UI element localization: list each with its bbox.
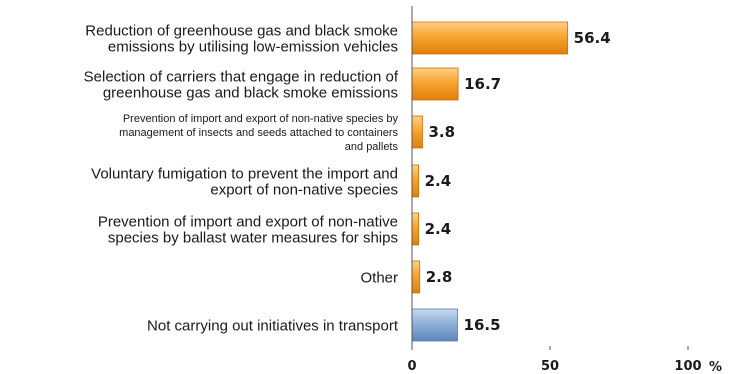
category-label-line: Not carrying out initiatives in transpor… [147,317,399,334]
category-label-3: Prevention of import and export of non-n… [119,113,398,153]
category-labels-group: Reduction of greenhouse gas and black sm… [84,22,399,334]
category-label-5: Prevention of import and export of non-n… [98,213,398,246]
category-label-line: Prevention of import and export of non-n… [98,213,398,230]
category-label-7: Not carrying out initiatives in transpor… [147,317,399,334]
value-label-3: 3.8 [428,123,455,141]
category-label-line: export of non-native species [210,181,398,198]
category-label-line: Voluntary fumigation to prevent the impo… [91,165,398,182]
value-label-6: 2.8 [426,268,453,286]
x-tick-label-0: 0 [407,359,416,374]
category-label-line: emissions by utilising low-emission vehi… [108,38,398,55]
category-label-line: Selection of carriers that engage in red… [84,68,399,85]
value-label-7: 16.5 [464,316,501,334]
value-label-2: 16.7 [464,75,501,93]
bar-6 [411,260,421,294]
x-tick-label-100: 100 [674,359,701,374]
bar-3 [411,115,423,149]
value-labels-group: 56.4 16.7 3.8 2.4 2.4 2.8 16.5 [425,29,611,334]
category-label-line: Other [360,269,398,286]
x-tick-label-50: 50 [541,359,559,374]
x-axis-ticks-group: 0 50 100 [407,346,702,374]
category-label-4: Voluntary fumigation to prevent the impo… [91,165,398,198]
category-label-line: and pallets [345,141,399,153]
bar-7 [411,308,458,342]
bar-1 [411,21,569,55]
category-label-6: Other [360,269,398,286]
value-label-4: 2.4 [425,172,452,190]
category-label-line: greenhouse gas and black smoke emissions [103,84,398,101]
bar-2 [411,67,459,101]
category-label-line: Prevention of import and export of non-n… [123,113,399,125]
value-label-1: 56.4 [574,29,611,47]
x-axis-unit: % [709,360,722,374]
category-label-1: Reduction of greenhouse gas and black sm… [85,22,398,55]
bar-4 [411,164,420,198]
category-label-line: management of insects and seeds attached… [119,127,398,139]
category-label-2: Selection of carriers that engage in red… [84,68,399,101]
bar-5 [411,212,420,246]
value-label-5: 2.4 [425,220,452,238]
category-label-line: Reduction of greenhouse gas and black sm… [85,22,398,39]
category-label-line: species by ballast water measures for sh… [108,229,398,246]
